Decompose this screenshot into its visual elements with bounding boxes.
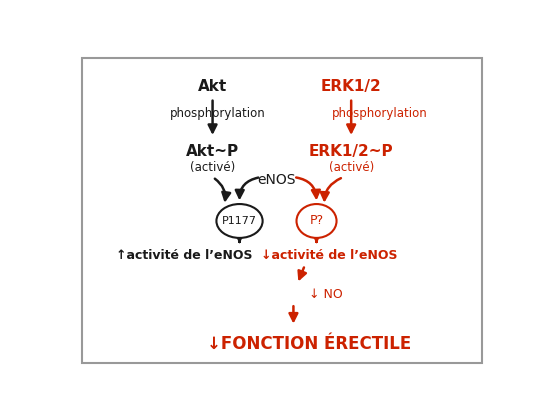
Text: Akt: Akt xyxy=(198,79,227,94)
Text: ↓ NO: ↓ NO xyxy=(309,288,343,301)
Text: P?: P? xyxy=(310,214,323,228)
Text: ↓FONCTION ÉRECTILE: ↓FONCTION ÉRECTILE xyxy=(207,335,411,353)
Text: eNOS: eNOS xyxy=(257,173,296,187)
Text: ERK1/2: ERK1/2 xyxy=(321,79,382,94)
Text: (activé): (activé) xyxy=(328,161,374,173)
Text: ↑activité de l’eNOS: ↑activité de l’eNOS xyxy=(116,249,252,262)
FancyArrowPatch shape xyxy=(321,178,341,200)
Text: phosphorylation: phosphorylation xyxy=(170,107,266,120)
FancyArrowPatch shape xyxy=(296,178,320,198)
Ellipse shape xyxy=(296,204,337,238)
Text: ↓activité de l’eNOS: ↓activité de l’eNOS xyxy=(261,249,397,262)
Text: P1177: P1177 xyxy=(222,216,257,226)
Text: Akt~P: Akt~P xyxy=(186,144,239,159)
Text: ERK1/2~P: ERK1/2~P xyxy=(309,144,393,159)
FancyArrowPatch shape xyxy=(236,178,258,198)
Text: phosphorylation: phosphorylation xyxy=(332,107,428,120)
Text: (activé): (activé) xyxy=(190,161,235,173)
FancyArrowPatch shape xyxy=(215,178,230,200)
Ellipse shape xyxy=(217,204,263,238)
